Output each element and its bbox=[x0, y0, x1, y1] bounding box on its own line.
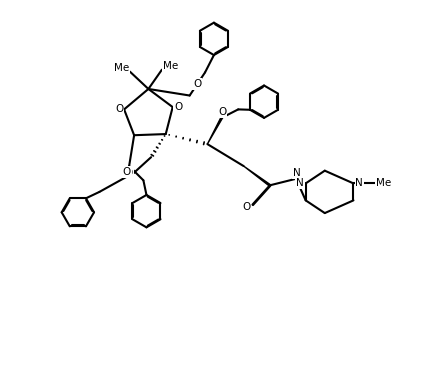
Polygon shape bbox=[244, 166, 271, 186]
Polygon shape bbox=[207, 118, 222, 144]
Text: Me: Me bbox=[376, 178, 391, 189]
Text: O: O bbox=[174, 102, 182, 112]
Text: O: O bbox=[193, 79, 201, 89]
Text: O: O bbox=[242, 201, 251, 211]
Text: O: O bbox=[218, 107, 226, 117]
Text: N: N bbox=[296, 178, 304, 189]
Text: O: O bbox=[115, 104, 124, 114]
Text: Me: Me bbox=[163, 61, 178, 71]
Text: O: O bbox=[125, 168, 133, 178]
Text: Me: Me bbox=[114, 63, 129, 73]
Text: N: N bbox=[355, 178, 363, 189]
Text: N: N bbox=[293, 168, 301, 178]
Text: O: O bbox=[123, 167, 131, 177]
